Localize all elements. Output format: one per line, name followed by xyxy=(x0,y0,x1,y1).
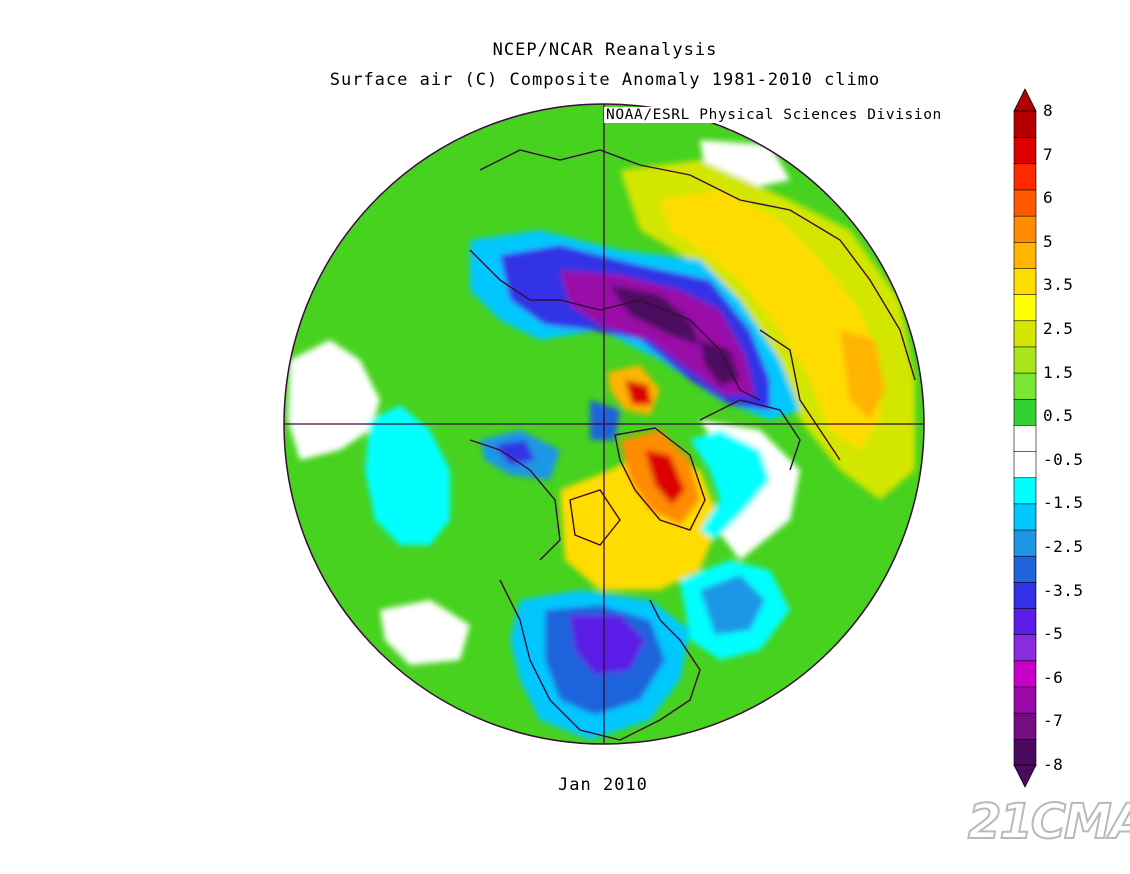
colorbar-swatch xyxy=(1013,503,1037,531)
colorbar-swatch xyxy=(1013,607,1037,635)
neutral-region-pacific xyxy=(288,340,380,460)
colorbar-tick-label: -6 xyxy=(1043,667,1064,687)
colorbar-swatch xyxy=(1013,712,1037,740)
cold-region-beaufort xyxy=(590,400,620,440)
colorbar-swatch xyxy=(1013,319,1037,348)
colorbar-tick-label: -0.5 xyxy=(1043,449,1084,469)
cold-extreme-siberia-2 xyxy=(700,340,740,385)
colorbar-swatch xyxy=(1013,581,1037,609)
colorbar-swatch xyxy=(1013,555,1037,583)
colorbar-tick-label: -8 xyxy=(1043,755,1064,774)
coastline-hudson xyxy=(569,489,621,546)
colorbar-swatch xyxy=(1013,346,1037,374)
colorbar-swatch xyxy=(1013,450,1037,479)
cold-core-atlantic xyxy=(700,575,765,635)
colorbar-swatch xyxy=(1013,529,1037,557)
colorbar-swatch xyxy=(1013,110,1037,138)
colorbar-tick-label: 3.5 xyxy=(1043,275,1074,295)
colorbar-swatch xyxy=(1013,136,1037,165)
coastlines xyxy=(469,149,916,741)
coastline-siberia xyxy=(469,249,761,401)
colorbar-swatch xyxy=(1013,241,1037,269)
colorbar-tick-label: 1.5 xyxy=(1043,362,1074,382)
colorbar-swatch xyxy=(1013,372,1037,400)
credit-label: NOAA/ESRL Physical Sciences Division xyxy=(604,107,944,123)
colorbar-tick-label: 6 xyxy=(1043,188,1054,208)
colorbar-tick-label: 5 xyxy=(1043,231,1054,251)
colorbar-tick-label: -1.5 xyxy=(1043,493,1084,513)
chart-subtitle: Surface air (C) Composite Anomaly 1981-2… xyxy=(329,70,881,90)
coastline-alaska xyxy=(469,439,561,561)
date-label: Jan 2010 xyxy=(558,775,648,795)
cold-deep-usa xyxy=(570,615,645,675)
colorbar-tick-label: 7 xyxy=(1043,144,1054,164)
colorbar-tick-label: -3.5 xyxy=(1043,580,1084,600)
cold-extreme-siberia xyxy=(610,285,700,345)
warm-core-eurasia xyxy=(660,190,880,450)
colorbar-swatch xyxy=(1013,189,1037,217)
warm-peak-eurasia xyxy=(840,330,885,420)
coastline-north-america xyxy=(499,579,701,741)
map-border xyxy=(283,103,925,745)
coastline-greenland xyxy=(614,427,706,531)
colorbar-swatch xyxy=(1013,267,1037,295)
colorbar-swatch xyxy=(1013,633,1037,662)
coastline-eurasia xyxy=(479,149,916,461)
colorbar-tick-label: -5 xyxy=(1043,624,1064,644)
colorbar-tick-label: 2.5 xyxy=(1043,319,1074,338)
neutral-region-west xyxy=(380,600,470,665)
colorbar-swatch xyxy=(1013,424,1037,452)
colorbar-swatch xyxy=(1013,398,1037,426)
chart-title: NCEP/NCAR Reanalysis xyxy=(492,40,718,60)
warm-peak-greenland xyxy=(645,450,685,505)
colorbar-tick-label: -2.5 xyxy=(1043,537,1084,556)
colorbar-swatch xyxy=(1013,215,1037,243)
colorbar-swatch xyxy=(1013,163,1037,191)
colorbar-tick-label: 0.5 xyxy=(1043,406,1074,426)
cold-core-alaska xyxy=(495,440,535,465)
cyan-region-pacific xyxy=(365,405,450,545)
colorbar-tick-label: -7 xyxy=(1043,711,1064,731)
colorbar-swatch xyxy=(1013,660,1037,688)
colorbar-swatch xyxy=(1013,476,1037,505)
colorbar-swatch xyxy=(1013,686,1037,714)
warm-core-arctic xyxy=(625,380,652,405)
cold-ring-atlantic xyxy=(690,430,770,540)
watermark-logo: 21CMA xyxy=(967,793,1130,851)
colorbar-swatch xyxy=(1013,293,1037,322)
colorbar-tick-label: 8 xyxy=(1043,101,1054,120)
colorbar-swatch xyxy=(1013,738,1037,766)
coastline-scandinavia xyxy=(699,399,801,471)
colorbar-cap-bottom xyxy=(1013,764,1037,788)
colorbar-cap-top xyxy=(1013,88,1037,112)
